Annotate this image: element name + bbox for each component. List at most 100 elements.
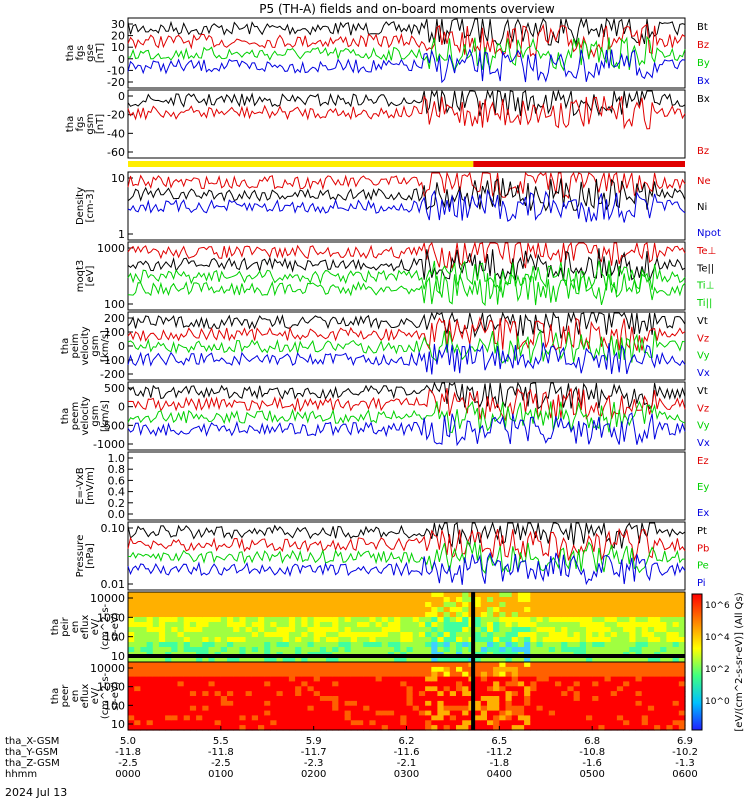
panel-frame bbox=[127, 89, 686, 159]
heatmap-cell bbox=[598, 647, 606, 653]
heatmap-cell bbox=[295, 622, 302, 628]
heatmap-cell bbox=[666, 705, 674, 712]
heatmap-cell bbox=[227, 607, 234, 613]
xaxis-value: 5.9 bbox=[306, 736, 322, 747]
heatmap-cell bbox=[338, 647, 346, 653]
heatmap-cell bbox=[412, 657, 420, 663]
heatmap-cell bbox=[295, 602, 302, 608]
ytick-label: 0.6 bbox=[108, 474, 126, 487]
heatmap-cell bbox=[431, 725, 439, 731]
heatmap-cell bbox=[270, 725, 278, 731]
heatmap-cell bbox=[214, 632, 222, 638]
heatmap-cell bbox=[146, 592, 154, 598]
ytick-label: 10 bbox=[111, 172, 125, 185]
heatmap-cell bbox=[499, 597, 507, 603]
heatmap-cell bbox=[282, 602, 290, 608]
heatmap-cell bbox=[480, 671, 488, 678]
heatmap-cell bbox=[586, 715, 593, 721]
heatmap-cell bbox=[313, 700, 321, 707]
heatmap-cell bbox=[610, 602, 618, 608]
heatmap-cell bbox=[165, 592, 172, 598]
heatmap-cell bbox=[474, 671, 482, 678]
heatmap-cell bbox=[245, 686, 253, 692]
heatmap-cell bbox=[567, 700, 575, 707]
heatmap-cell bbox=[183, 691, 191, 697]
heatmap-cell bbox=[641, 691, 649, 697]
heatmap-cell bbox=[208, 627, 216, 633]
heatmap-cell bbox=[183, 592, 191, 598]
heatmap-cell bbox=[134, 710, 141, 717]
heatmap-cell bbox=[647, 705, 655, 712]
heatmap-cell bbox=[128, 602, 135, 608]
heatmap-cell bbox=[128, 662, 135, 668]
heatmap-cell bbox=[251, 607, 259, 613]
heatmap-cell bbox=[394, 617, 401, 623]
heatmap-cell bbox=[579, 612, 587, 618]
heatmap-cell bbox=[573, 627, 581, 633]
heatmap-cell bbox=[449, 662, 457, 668]
heatmap-cell bbox=[301, 705, 309, 712]
heatmap-cell bbox=[406, 696, 414, 702]
heatmap-cell bbox=[264, 725, 271, 731]
heatmap-cell bbox=[227, 691, 234, 697]
heatmap-cell bbox=[487, 647, 494, 653]
heatmap-cell bbox=[301, 671, 309, 678]
heatmap-cell bbox=[517, 617, 525, 623]
heatmap-cell bbox=[239, 602, 247, 608]
ytick-label: 1 bbox=[118, 228, 125, 241]
heatmap-cell bbox=[418, 637, 426, 643]
heatmap-cell bbox=[635, 671, 643, 678]
heatmap-cell bbox=[152, 686, 160, 692]
heatmap-cell bbox=[220, 637, 228, 643]
heatmap-cell bbox=[431, 700, 439, 707]
heatmap-cell bbox=[295, 686, 302, 692]
heatmap-cell bbox=[357, 642, 364, 648]
heatmap-cell bbox=[202, 676, 210, 683]
heatmap-cell bbox=[579, 602, 587, 608]
ytick-label: 500 bbox=[104, 382, 125, 395]
heatmap-cell bbox=[443, 662, 451, 668]
heatmap-cell bbox=[270, 592, 278, 598]
heatmap-cell bbox=[369, 715, 377, 721]
heatmap-cell bbox=[604, 715, 612, 721]
heatmap-cell bbox=[375, 627, 383, 633]
heatmap-cell bbox=[400, 647, 408, 653]
heatmap-cell bbox=[357, 662, 364, 668]
heatmap-cell bbox=[610, 607, 618, 613]
heatmap-cell bbox=[245, 725, 253, 731]
heatmap-cell bbox=[394, 671, 401, 678]
heatmap-cell bbox=[654, 597, 661, 603]
heatmap-cell bbox=[350, 617, 358, 623]
heatmap-cell bbox=[474, 705, 482, 712]
heatmap-cell bbox=[183, 710, 191, 717]
heatmap-cell bbox=[375, 676, 383, 683]
ylabel: thapeimvelocitygsm[km/s] bbox=[60, 326, 111, 365]
heatmap-cell bbox=[437, 642, 445, 648]
heatmap-cell bbox=[326, 637, 333, 643]
heatmap-cell bbox=[288, 705, 296, 712]
heatmap-cell bbox=[301, 647, 309, 653]
heatmap-cell bbox=[152, 632, 160, 638]
heatmap-cell bbox=[394, 612, 401, 618]
heatmap-cell bbox=[406, 642, 414, 648]
ytick-label: 0.8 bbox=[108, 463, 126, 476]
heatmap-cell bbox=[134, 691, 141, 697]
heatmap-cell bbox=[610, 592, 618, 598]
heatmap-cell bbox=[449, 681, 457, 687]
heatmap-cell bbox=[189, 597, 197, 603]
heatmap-cell bbox=[616, 647, 624, 653]
heatmap-cell bbox=[381, 612, 389, 618]
legend-entry: Vx bbox=[697, 368, 710, 379]
heatmap-cell bbox=[641, 592, 649, 598]
heatmap-cell bbox=[270, 686, 278, 692]
heatmap-cell bbox=[517, 662, 525, 668]
heatmap-cell bbox=[425, 607, 432, 613]
heatmap-cell bbox=[672, 647, 680, 653]
heatmap-cell bbox=[610, 715, 618, 721]
heatmap-cell bbox=[233, 627, 240, 633]
panel-frame bbox=[127, 241, 686, 311]
heatmap-cell bbox=[251, 597, 259, 603]
heatmap-cell bbox=[196, 705, 203, 712]
heatmap-cell bbox=[258, 700, 265, 707]
heatmap-cell bbox=[456, 617, 463, 623]
